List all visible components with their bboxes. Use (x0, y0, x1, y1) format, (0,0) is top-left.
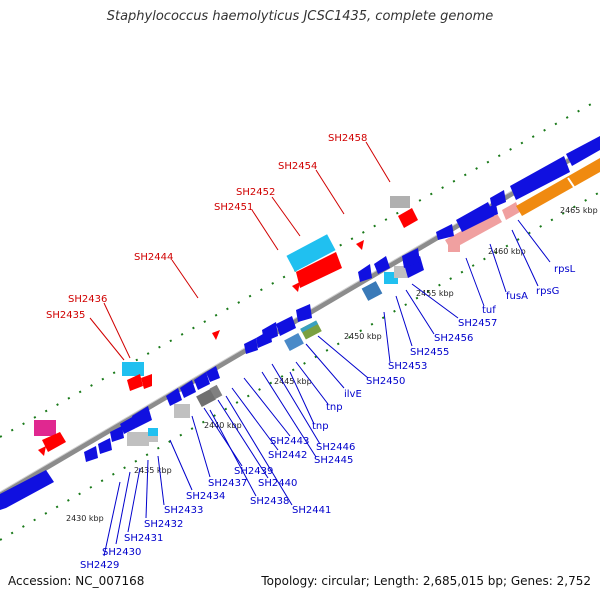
accession-text: Accession: NC_007168 (8, 574, 145, 588)
tick-2450: 2450 kbp (344, 332, 382, 341)
label-sh2446[interactable]: SH2446 (316, 442, 355, 453)
tick-2460: 2460 kbp (488, 247, 526, 256)
label-sh2458[interactable]: SH2458 (328, 133, 367, 144)
map-title: Staphylococcus haemolyticus JCSC1435, co… (106, 9, 494, 24)
upper-leaders (89, 141, 391, 361)
forward-features (34, 158, 600, 456)
label-sh2435[interactable]: SH2435 (46, 310, 85, 321)
label-tnp-1[interactable]: tnp (312, 421, 329, 432)
label-sh2456[interactable]: SH2456 (434, 333, 473, 344)
label-sh2440[interactable]: SH2440 (258, 478, 297, 489)
feature-steel-sh2453[interactable] (361, 281, 383, 301)
label-sh2457[interactable]: SH2457 (458, 318, 497, 329)
feature-red-sh2436[interactable] (127, 374, 143, 391)
label-sh2439[interactable]: SH2439 (234, 466, 273, 477)
label-sh2437[interactable]: SH2437 (208, 478, 247, 489)
feature-red-sh2458[interactable] (398, 208, 418, 228)
label-rpsl[interactable]: rpsL (554, 264, 576, 275)
feature-blue-a[interactable] (0, 470, 54, 510)
label-sh2438[interactable]: SH2438 (250, 496, 289, 507)
tick-2435: 2435 kbp (134, 466, 172, 475)
tick-2465: 2465 kbp (560, 206, 598, 215)
label-sh2442[interactable]: SH2442 (268, 450, 307, 461)
label-tuf[interactable]: tuf (482, 305, 496, 316)
reverse-features (0, 136, 600, 510)
label-sh2444[interactable]: SH2444 (134, 252, 173, 263)
feature-red-sh2454[interactable] (356, 240, 364, 250)
feature-pink-tuf[interactable] (445, 212, 502, 250)
label-sh2441[interactable]: SH2441 (292, 505, 331, 516)
tick-2430: 2430 kbp (66, 514, 104, 523)
label-ilve[interactable]: ilvE (344, 389, 362, 400)
label-sh2453[interactable]: SH2453 (388, 361, 427, 372)
label-sh2436[interactable]: SH2436 (68, 294, 107, 305)
label-sh2455[interactable]: SH2455 (410, 347, 449, 358)
feature-red-sh2444[interactable] (212, 330, 220, 340)
label-sh2431[interactable]: SH2431 (124, 533, 163, 544)
lower-leaders (103, 219, 551, 557)
feature-orange[interactable] (516, 158, 600, 216)
tick-2445: 2445 kbp (274, 377, 312, 386)
label-sh2452[interactable]: SH2452 (236, 187, 275, 198)
feature-gray-sh2432[interactable] (127, 432, 149, 446)
feature-red-sh2452b[interactable] (292, 282, 300, 292)
label-sh2433[interactable]: SH2433 (164, 505, 203, 516)
label-sh2454[interactable]: SH2454 (278, 161, 317, 172)
feature-cyan-sh2451[interactable] (286, 234, 336, 272)
feature-cyan-sh2435[interactable] (122, 362, 144, 376)
feature-gray-sh2437[interactable] (174, 404, 190, 418)
label-fusa[interactable]: fusA (506, 291, 528, 302)
label-sh2445[interactable]: SH2445 (314, 455, 353, 466)
topology-text: Topology: circular; Length: 2,685,015 bp… (261, 574, 591, 588)
tick-2455: 2455 kbp (416, 289, 454, 298)
label-sh2432[interactable]: SH2432 (144, 519, 183, 530)
feature-pink-b[interactable] (502, 202, 520, 220)
label-sh2430[interactable]: SH2430 (102, 547, 141, 558)
label-sh2429[interactable]: SH2429 (80, 560, 119, 571)
feature-magenta[interactable] (34, 420, 56, 436)
gc-dots-outer (0, 98, 600, 438)
label-rpsg[interactable]: rpsG (536, 286, 559, 297)
feature-red-sh2435[interactable] (42, 432, 66, 452)
label-tnp-2[interactable]: tnp (326, 402, 343, 413)
label-sh2443[interactable]: SH2443 (270, 436, 309, 447)
label-sh2434[interactable]: SH2434 (186, 491, 225, 502)
gc-dots-inner (0, 191, 600, 541)
label-sh2451[interactable]: SH2451 (214, 202, 253, 213)
tick-2440: 2440 kbp (204, 421, 242, 430)
feature-red-sh2452[interactable] (296, 252, 342, 288)
feature-red-sh2436b[interactable] (141, 374, 152, 389)
feature-gray-sh2458[interactable] (390, 196, 410, 208)
label-sh2450[interactable]: SH2450 (366, 376, 405, 387)
feature-red-small[interactable] (38, 446, 46, 456)
